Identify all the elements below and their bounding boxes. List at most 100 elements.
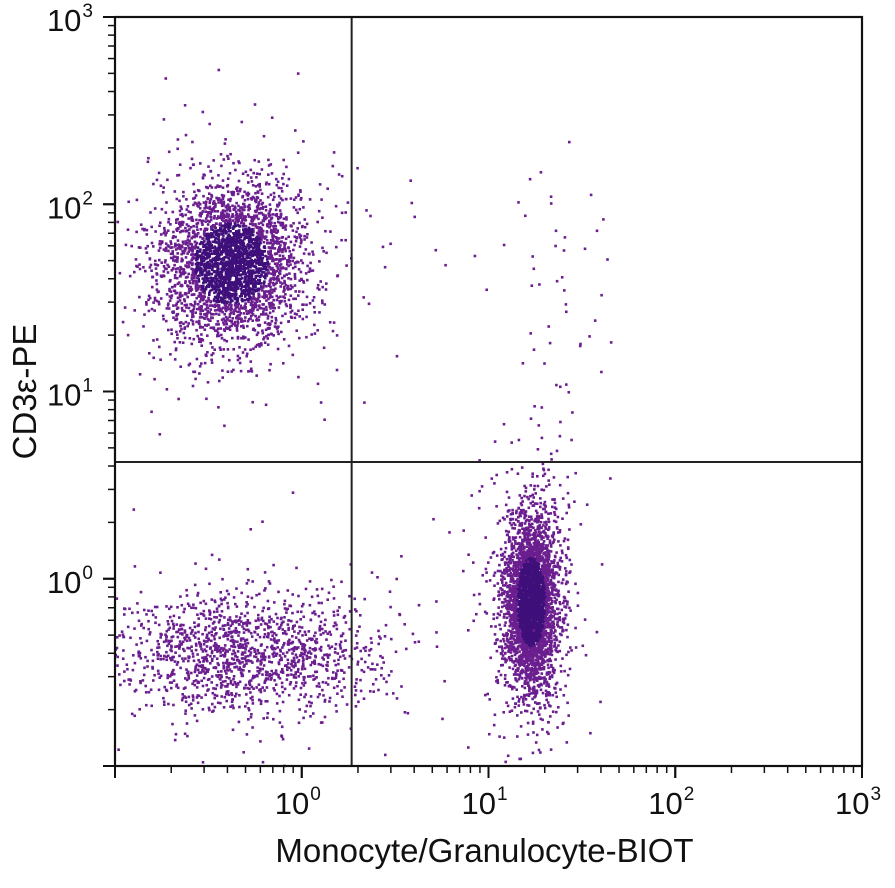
event-point bbox=[328, 321, 332, 324]
event-point bbox=[222, 224, 226, 228]
event-point bbox=[193, 370, 197, 374]
event-point bbox=[208, 266, 212, 270]
event-point bbox=[196, 246, 200, 249]
event-point bbox=[212, 299, 215, 303]
event-point bbox=[205, 315, 209, 318]
event-point bbox=[547, 512, 550, 515]
event-point bbox=[252, 304, 255, 308]
event-point bbox=[299, 241, 303, 245]
event-point bbox=[213, 291, 216, 295]
event-point bbox=[243, 215, 246, 219]
event-point bbox=[191, 263, 194, 267]
event-point bbox=[200, 273, 204, 277]
event-point bbox=[308, 302, 312, 305]
event-point bbox=[254, 301, 257, 305]
event-point bbox=[253, 103, 257, 106]
event-point bbox=[266, 337, 269, 340]
event-point bbox=[182, 195, 185, 198]
event-point bbox=[236, 324, 239, 327]
event-point bbox=[207, 246, 211, 249]
event-point bbox=[227, 263, 230, 267]
event-point bbox=[153, 377, 156, 381]
event-point bbox=[257, 222, 261, 225]
event-point bbox=[222, 257, 225, 260]
event-point bbox=[492, 574, 496, 577]
event-point bbox=[263, 321, 267, 324]
event-point bbox=[185, 261, 189, 264]
event-point bbox=[210, 210, 214, 213]
event-point bbox=[293, 312, 297, 315]
event-point bbox=[287, 246, 290, 249]
event-point bbox=[211, 346, 214, 349]
event-point bbox=[196, 288, 199, 291]
event-point bbox=[208, 201, 211, 205]
event-point bbox=[237, 179, 241, 183]
event-point bbox=[192, 307, 196, 311]
event-point bbox=[191, 140, 194, 144]
event-point bbox=[249, 303, 253, 307]
event-point bbox=[231, 249, 235, 253]
event-point bbox=[260, 221, 263, 225]
event-point bbox=[276, 277, 280, 281]
event-point bbox=[212, 284, 215, 288]
event-point bbox=[267, 297, 270, 301]
event-point bbox=[226, 289, 230, 292]
event-point bbox=[208, 192, 211, 195]
event-point bbox=[532, 541, 536, 545]
event-point bbox=[176, 300, 180, 304]
event-point bbox=[203, 295, 206, 299]
event-point bbox=[227, 267, 231, 271]
event-point bbox=[143, 313, 146, 316]
event-point bbox=[522, 670, 525, 674]
event-point bbox=[257, 318, 261, 322]
event-point bbox=[561, 630, 564, 633]
event-point bbox=[212, 276, 215, 280]
event-point bbox=[264, 182, 268, 186]
event-point bbox=[251, 222, 254, 226]
event-point bbox=[264, 254, 267, 258]
event-point bbox=[275, 294, 278, 298]
event-point bbox=[225, 204, 228, 208]
event-point bbox=[198, 213, 201, 217]
event-point bbox=[261, 205, 265, 209]
event-point bbox=[495, 680, 498, 683]
event-point bbox=[208, 293, 211, 296]
event-point bbox=[240, 320, 243, 323]
event-point bbox=[534, 535, 538, 539]
event-point bbox=[274, 322, 277, 325]
event-point bbox=[170, 332, 173, 336]
event-point bbox=[169, 256, 173, 260]
event-point bbox=[309, 269, 312, 273]
event-point bbox=[254, 224, 257, 228]
event-point bbox=[210, 358, 213, 362]
event-point bbox=[239, 261, 242, 265]
event-point bbox=[222, 317, 225, 321]
event-point bbox=[561, 517, 564, 520]
event-point bbox=[298, 221, 301, 225]
event-point bbox=[363, 401, 366, 404]
event-point bbox=[223, 300, 226, 303]
event-point bbox=[283, 257, 286, 260]
event-point bbox=[230, 370, 233, 373]
event-point bbox=[183, 336, 187, 340]
event-point bbox=[241, 217, 244, 221]
event-point bbox=[163, 226, 166, 230]
event-point bbox=[222, 282, 225, 285]
event-point bbox=[293, 198, 296, 201]
event-point bbox=[344, 238, 347, 242]
event-point bbox=[238, 189, 242, 193]
event-point bbox=[209, 218, 213, 222]
event-point bbox=[231, 299, 234, 303]
event-point bbox=[273, 247, 277, 250]
event-point bbox=[228, 328, 232, 332]
event-point bbox=[216, 264, 220, 268]
event-point bbox=[564, 553, 568, 557]
event-point bbox=[289, 263, 292, 266]
event-point bbox=[235, 201, 238, 205]
event-point bbox=[213, 251, 216, 255]
event-point bbox=[273, 195, 276, 199]
event-point bbox=[550, 650, 554, 653]
event-point bbox=[221, 299, 224, 302]
event-point bbox=[245, 256, 248, 260]
event-point bbox=[498, 645, 501, 649]
